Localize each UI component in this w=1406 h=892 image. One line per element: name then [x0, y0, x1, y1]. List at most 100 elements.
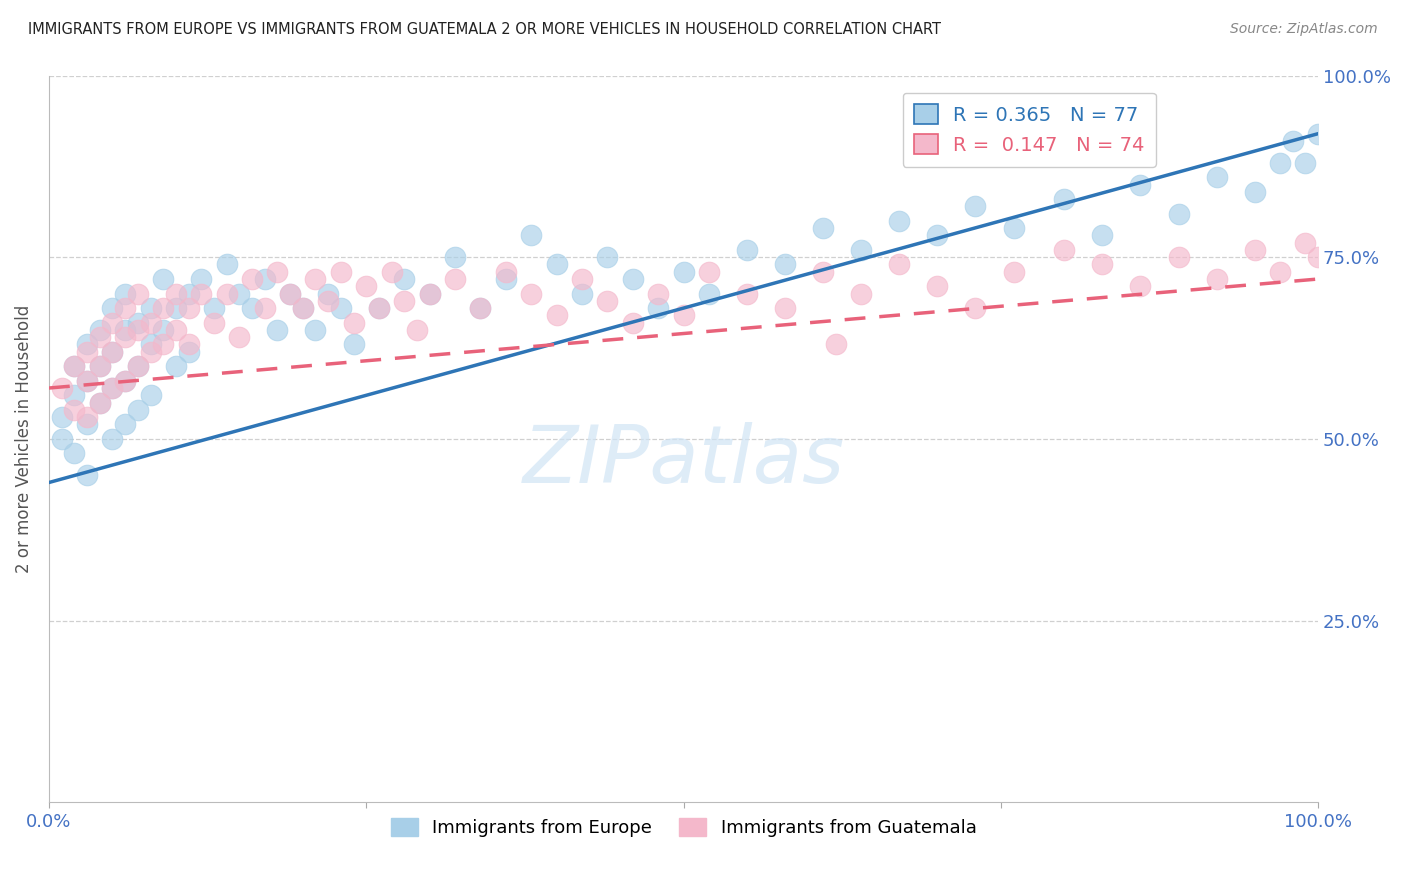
Point: [470, 301, 492, 315]
Point: [76, 410, 98, 425]
Point: [470, 301, 492, 315]
Point: [927, 279, 949, 293]
Point: [1205, 272, 1227, 286]
Point: [165, 323, 187, 337]
Point: [419, 286, 441, 301]
Point: [1243, 243, 1265, 257]
Point: [965, 199, 987, 213]
Point: [139, 388, 162, 402]
Point: [1053, 192, 1076, 206]
Point: [546, 309, 568, 323]
Point: [1091, 257, 1114, 271]
Point: [177, 286, 200, 301]
Point: [253, 272, 276, 286]
Point: [63, 388, 86, 402]
Point: [114, 286, 136, 301]
Point: [1167, 206, 1189, 220]
Point: [266, 323, 288, 337]
Point: [596, 293, 619, 308]
Point: [394, 293, 416, 308]
Point: [101, 381, 124, 395]
Point: [89, 323, 111, 337]
Point: [889, 214, 911, 228]
Point: [177, 301, 200, 315]
Point: [621, 272, 644, 286]
Point: [76, 374, 98, 388]
Point: [114, 374, 136, 388]
Point: [76, 344, 98, 359]
Point: [1243, 185, 1265, 199]
Point: [266, 265, 288, 279]
Point: [444, 272, 467, 286]
Point: [1002, 221, 1025, 235]
Point: [215, 257, 238, 271]
Point: [228, 330, 250, 344]
Point: [329, 265, 352, 279]
Point: [89, 359, 111, 374]
Point: [304, 272, 326, 286]
Point: [697, 265, 720, 279]
Point: [278, 286, 301, 301]
Point: [735, 286, 758, 301]
Text: Source: ZipAtlas.com: Source: ZipAtlas.com: [1230, 22, 1378, 37]
Point: [773, 301, 796, 315]
Point: [177, 337, 200, 351]
Point: [1167, 250, 1189, 264]
Point: [76, 374, 98, 388]
Point: [240, 301, 263, 315]
Point: [76, 337, 98, 351]
Point: [851, 286, 873, 301]
Point: [394, 272, 416, 286]
Point: [304, 323, 326, 337]
Point: [127, 359, 149, 374]
Point: [1308, 250, 1330, 264]
Point: [114, 417, 136, 432]
Point: [114, 301, 136, 315]
Point: [89, 395, 111, 409]
Point: [697, 286, 720, 301]
Point: [127, 402, 149, 417]
Point: [190, 286, 212, 301]
Point: [89, 330, 111, 344]
Point: [1002, 265, 1025, 279]
Point: [101, 344, 124, 359]
Point: [316, 293, 339, 308]
Point: [114, 323, 136, 337]
Text: ZIPatlas: ZIPatlas: [523, 422, 845, 500]
Point: [165, 286, 187, 301]
Point: [672, 309, 695, 323]
Point: [152, 301, 174, 315]
Point: [1294, 155, 1316, 169]
Point: [152, 323, 174, 337]
Point: [444, 250, 467, 264]
Point: [127, 316, 149, 330]
Point: [127, 323, 149, 337]
Point: [571, 286, 593, 301]
Point: [63, 359, 86, 374]
Point: [672, 265, 695, 279]
Point: [152, 272, 174, 286]
Point: [356, 279, 378, 293]
Point: [127, 359, 149, 374]
Point: [101, 301, 124, 315]
Point: [1268, 155, 1291, 169]
Point: [228, 286, 250, 301]
Point: [927, 228, 949, 243]
Point: [520, 286, 543, 301]
Point: [1129, 279, 1152, 293]
Point: [291, 301, 314, 315]
Point: [342, 337, 364, 351]
Point: [647, 301, 669, 315]
Point: [139, 301, 162, 315]
Point: [495, 272, 517, 286]
Point: [1053, 243, 1076, 257]
Point: [101, 316, 124, 330]
Point: [139, 316, 162, 330]
Point: [1268, 265, 1291, 279]
Point: [51, 432, 73, 446]
Legend: Immigrants from Europe, Immigrants from Guatemala: Immigrants from Europe, Immigrants from …: [384, 810, 984, 844]
Point: [101, 432, 124, 446]
Point: [165, 359, 187, 374]
Point: [495, 265, 517, 279]
Point: [51, 381, 73, 395]
